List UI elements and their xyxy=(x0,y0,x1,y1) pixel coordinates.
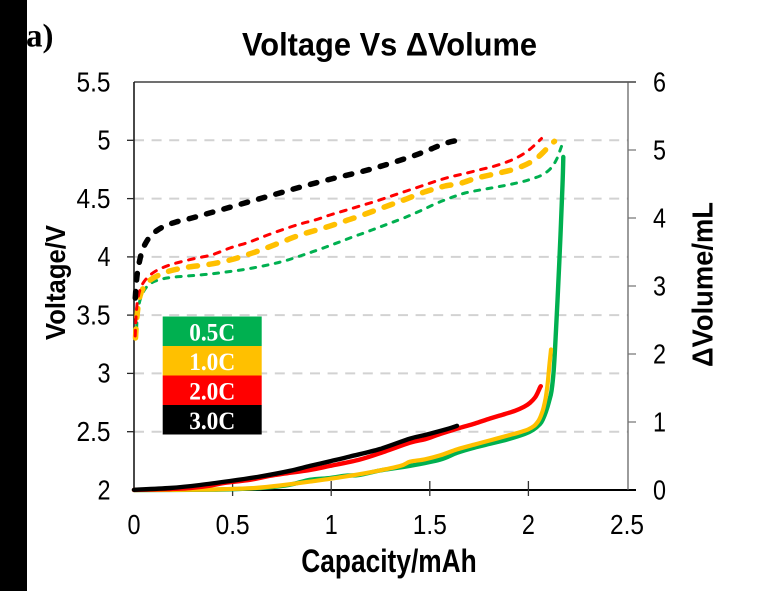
svg-text:0.5: 0.5 xyxy=(216,509,250,540)
svg-text:3: 3 xyxy=(653,270,666,301)
svg-text:2: 2 xyxy=(653,338,666,369)
svg-text:1.0C: 1.0C xyxy=(189,349,235,376)
svg-text:6: 6 xyxy=(653,66,666,97)
svg-text:Voltage/V: Voltage/V xyxy=(40,225,71,340)
svg-text:0.5C: 0.5C xyxy=(189,320,235,347)
svg-text:2.0C: 2.0C xyxy=(189,379,235,406)
svg-text:3: 3 xyxy=(98,358,111,389)
svg-text:3.5: 3.5 xyxy=(77,299,111,330)
svg-text:2: 2 xyxy=(98,474,111,505)
svg-text:4.5: 4.5 xyxy=(77,183,111,214)
svg-text:ΔVolume/mL: ΔVolume/mL xyxy=(688,202,720,367)
svg-text:0: 0 xyxy=(653,474,666,505)
svg-text:a): a) xyxy=(26,19,54,55)
svg-text:4: 4 xyxy=(653,202,666,233)
svg-text:3.0C: 3.0C xyxy=(189,408,235,435)
svg-text:1: 1 xyxy=(653,406,666,437)
svg-text:5: 5 xyxy=(98,125,111,156)
svg-text:Capacity/mAh: Capacity/mAh xyxy=(301,543,477,579)
svg-text:1.5: 1.5 xyxy=(413,509,447,540)
svg-text:5: 5 xyxy=(653,134,666,165)
svg-text:1: 1 xyxy=(325,509,338,540)
svg-text:4: 4 xyxy=(98,241,111,272)
svg-text:2: 2 xyxy=(522,509,535,540)
svg-text:Voltage Vs ΔVolume: Voltage Vs ΔVolume xyxy=(242,27,537,63)
svg-text:5.5: 5.5 xyxy=(77,66,111,97)
svg-text:2.5: 2.5 xyxy=(77,416,111,447)
svg-text:2.5: 2.5 xyxy=(610,509,644,540)
svg-text:0: 0 xyxy=(128,509,141,540)
